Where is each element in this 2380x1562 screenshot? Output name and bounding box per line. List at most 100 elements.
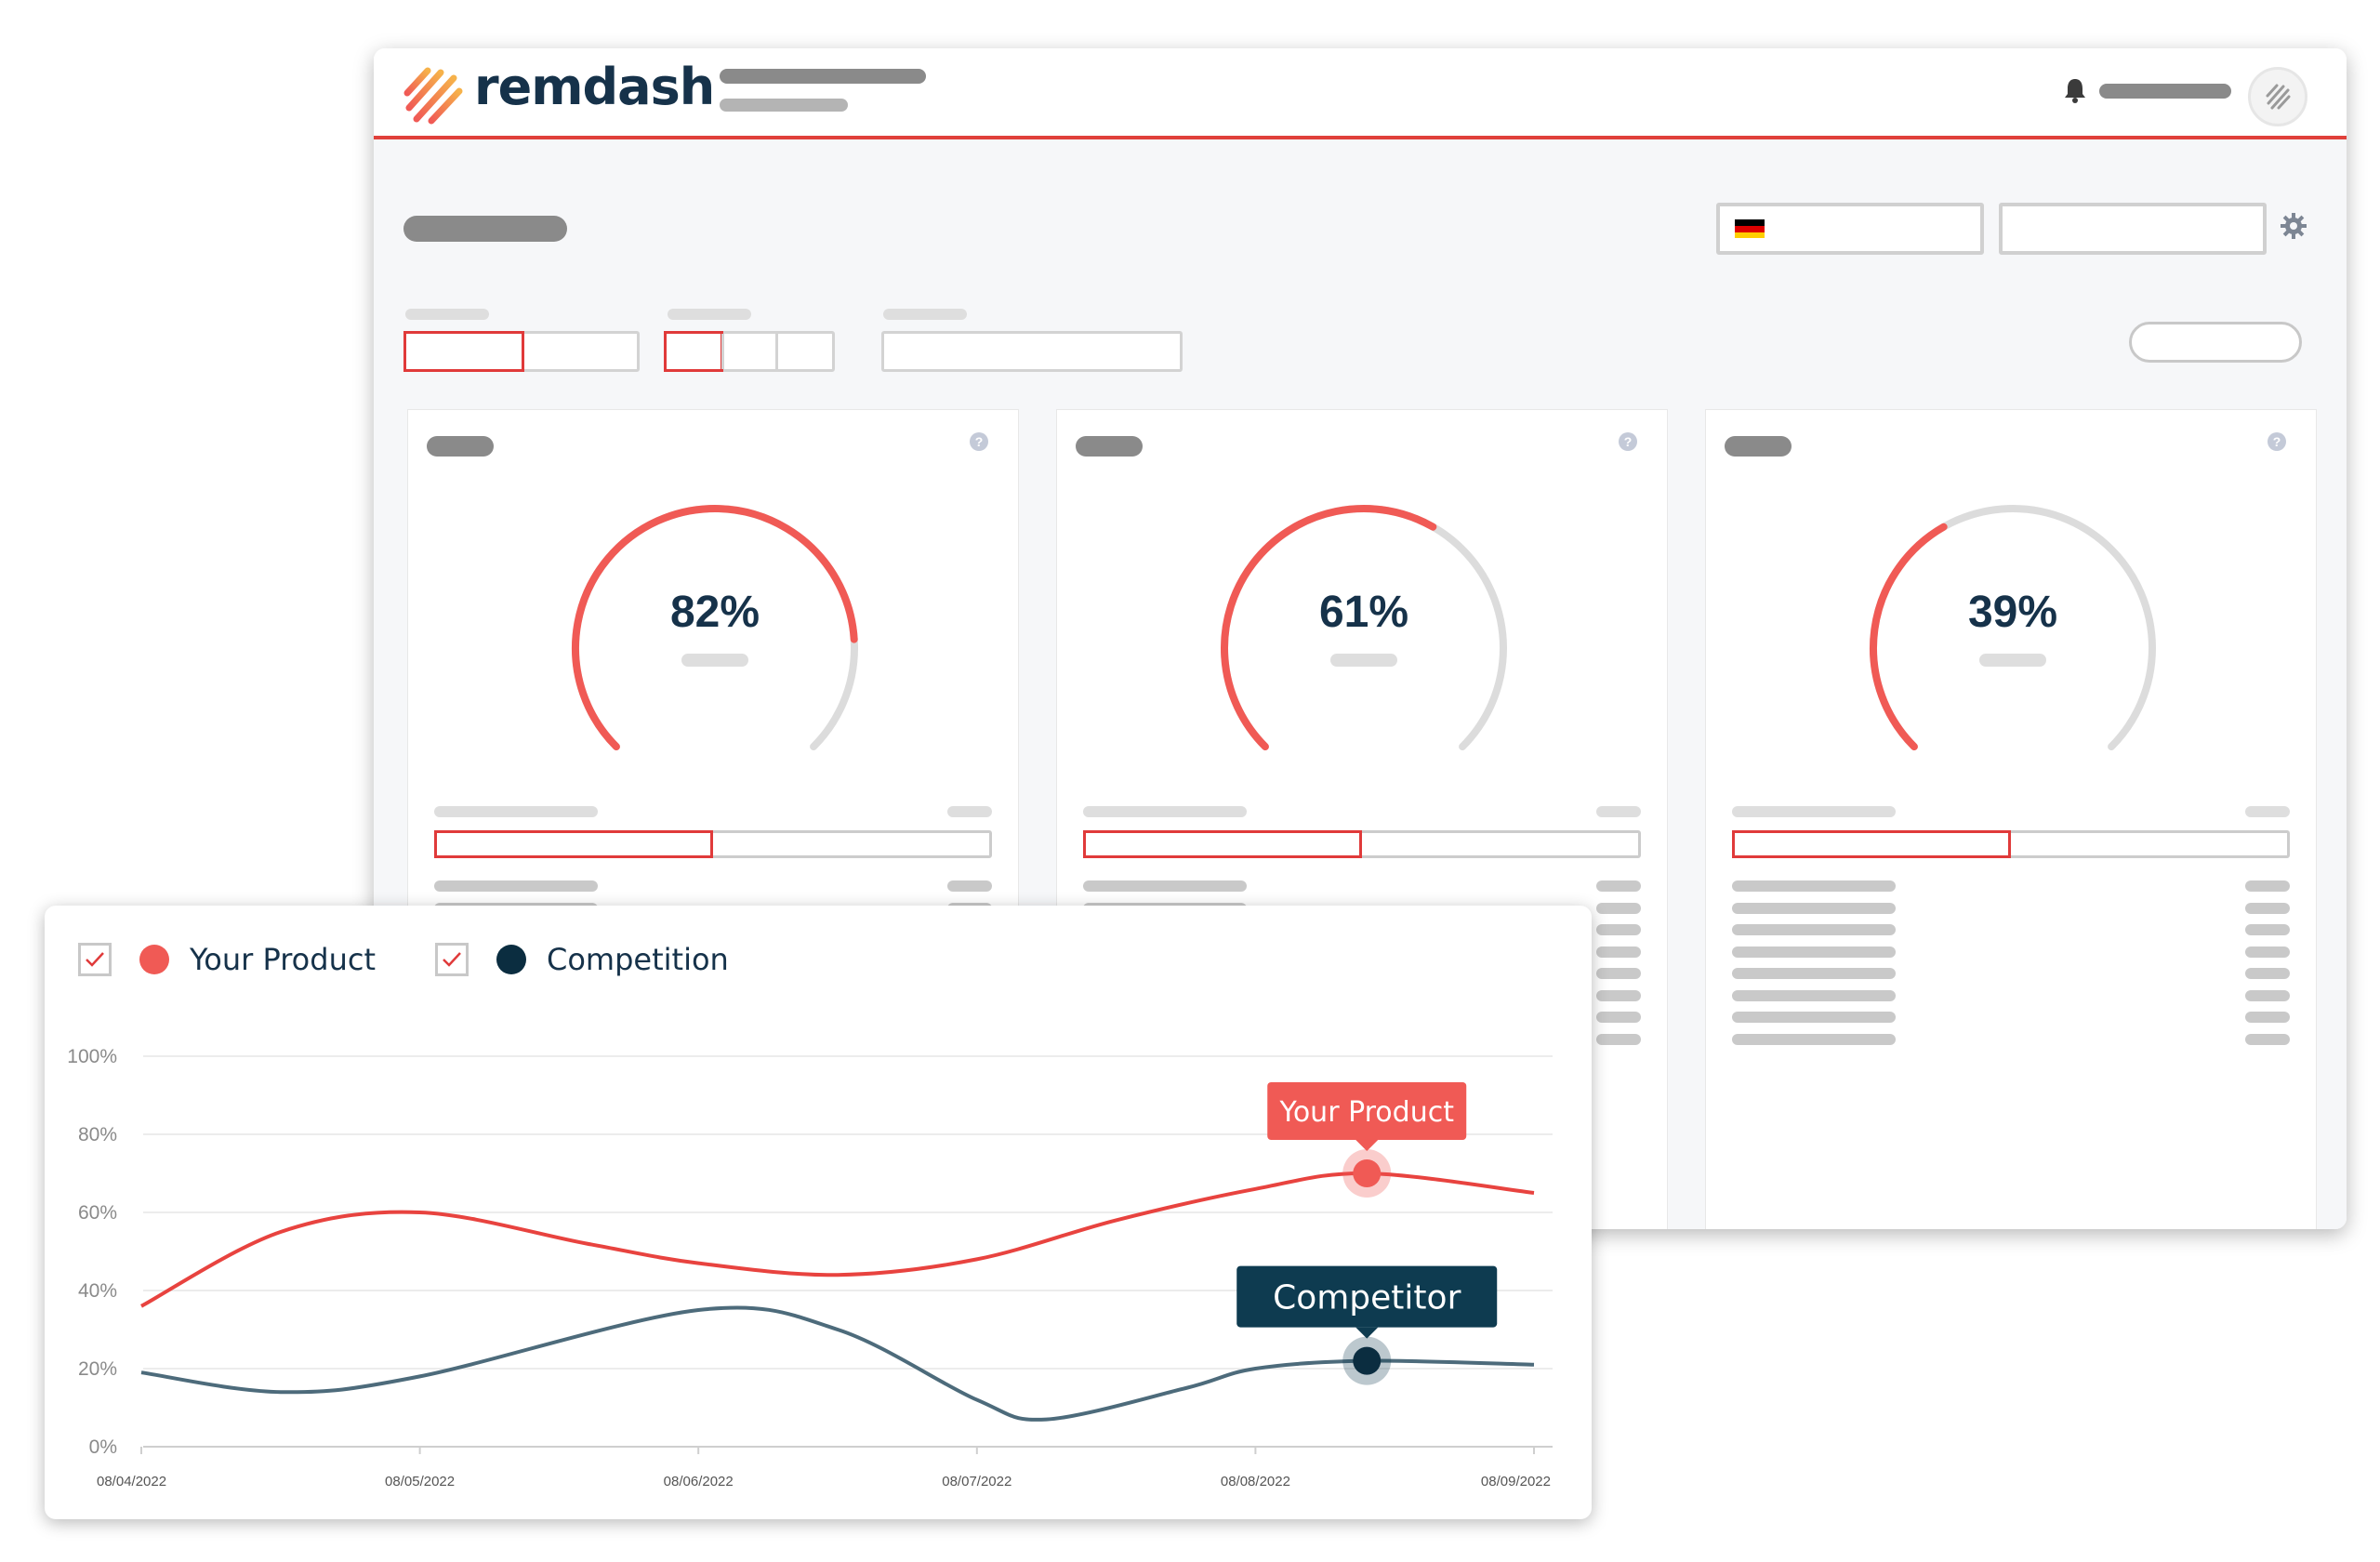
tooltip-label: Your Product <box>1278 1096 1454 1129</box>
row-value-placeholder <box>1596 880 1641 892</box>
checkbox-competition[interactable] <box>435 943 469 976</box>
row-value-placeholder <box>1596 806 1641 817</box>
point-your-product[interactable] <box>1353 1159 1382 1187</box>
y-tick-label: 40% <box>78 1280 117 1302</box>
row-value-placeholder <box>1596 924 1641 935</box>
card-title-placeholder <box>1076 436 1143 457</box>
row-value-placeholder <box>947 806 992 817</box>
legend-label: Competition <box>547 942 729 977</box>
segment-active[interactable] <box>403 331 524 372</box>
row-value-placeholder <box>2245 968 2290 979</box>
row-label-placeholder <box>1732 880 1896 892</box>
x-tick-label: 08/04/2022 <box>97 1474 166 1489</box>
segment-divider <box>721 334 724 369</box>
row-value-placeholder <box>1596 902 1641 914</box>
row-label-placeholder <box>1083 880 1247 892</box>
y-tick-label: 80% <box>78 1124 117 1145</box>
country-select[interactable] <box>1716 203 1984 255</box>
point-competition[interactable] <box>1353 1346 1382 1375</box>
progress-bar-fill <box>434 830 713 858</box>
gauge-value: 39% <box>1967 588 2058 637</box>
series-line-your-product <box>140 1171 1535 1308</box>
row-label-placeholder <box>1732 924 1896 935</box>
y-tick-label: 60% <box>78 1202 117 1224</box>
row-label-placeholder <box>1083 806 1247 817</box>
row-label-placeholder <box>1732 1033 1896 1045</box>
checkbox-your-product[interactable] <box>78 943 112 976</box>
card-title-placeholder <box>1725 436 1792 457</box>
row-label-placeholder <box>1732 1012 1896 1023</box>
x-tick-label: 08/09/2022 <box>1481 1474 1551 1489</box>
x-tick-label: 08/07/2022 <box>942 1474 1012 1489</box>
row-label-placeholder <box>1732 989 1896 1001</box>
gauge-value: 61% <box>1318 588 1409 637</box>
germany-flag-icon <box>1735 219 1765 238</box>
row-label-placeholder <box>1732 968 1896 979</box>
row-label-placeholder <box>434 880 598 892</box>
progress-bar <box>434 830 992 858</box>
gauge <box>1221 505 1507 751</box>
action-button[interactable] <box>2129 322 2302 363</box>
checkmark-icon <box>443 952 461 967</box>
gauge-arc <box>572 505 858 751</box>
gauge-value: 82% <box>669 588 760 637</box>
app-header: remdash <box>374 48 2347 139</box>
row-value-placeholder <box>1596 968 1641 979</box>
section-title-placeholder <box>403 216 567 242</box>
line-chart: 0% 20% 40% 60% 80% 100% 08/04/2022 08/05/2022 08… <box>67 1046 1553 1489</box>
y-tick-label: 100% <box>67 1046 117 1067</box>
segmented-control-2[interactable] <box>664 331 835 372</box>
legend-item-competition[interactable]: Competition <box>435 939 729 980</box>
help-icon[interactable]: ? <box>2268 432 2286 451</box>
gauge <box>572 505 858 751</box>
x-tick-label: 08/06/2022 <box>664 1474 734 1489</box>
row-value-placeholder <box>2245 1012 2290 1023</box>
filter-label-placeholder <box>668 309 751 320</box>
chart-card: Your Product Competition 0% 20% 40% 60% 80% 1… <box>45 906 1592 1519</box>
gear-icon[interactable] <box>2280 212 2307 240</box>
gauge-caption-placeholder <box>1330 654 1397 667</box>
y-tick-label: 20% <box>78 1358 117 1380</box>
row-value-placeholder <box>1596 1012 1641 1023</box>
legend-item-your-product[interactable]: Your Product <box>78 939 376 980</box>
row-value-placeholder <box>2245 1033 2290 1045</box>
filter-input[interactable] <box>881 331 1183 372</box>
progress-bar-fill <box>1083 830 1362 858</box>
legend-label: Your Product <box>190 942 376 977</box>
row-value-placeholder <box>1596 989 1641 1001</box>
gauge-caption-placeholder <box>681 654 748 667</box>
filter-label-placeholder <box>883 309 967 320</box>
x-tick-label: 08/05/2022 <box>385 1474 455 1489</box>
row-label-placeholder <box>434 806 598 817</box>
row-value-placeholder <box>2245 946 2290 958</box>
gauge-arc <box>1221 505 1437 751</box>
checkmark-icon <box>86 952 104 967</box>
avatar-icon[interactable] <box>2248 67 2307 126</box>
metric-card-3: ? 39% <box>1705 409 2317 1229</box>
username-placeholder[interactable] <box>2099 84 2231 99</box>
x-tick-label: 08/08/2022 <box>1221 1474 1290 1489</box>
app-name: remdash <box>474 58 715 116</box>
secondary-select[interactable] <box>1999 203 2267 255</box>
your-product-color-dot <box>139 945 169 974</box>
filter-label-placeholder <box>405 309 489 320</box>
page-subheading-placeholder <box>720 99 848 112</box>
help-icon[interactable]: ? <box>1619 432 1637 451</box>
segment-active[interactable] <box>664 331 723 372</box>
segmented-control-1[interactable] <box>403 331 640 372</box>
series-line-competition <box>140 1305 1535 1422</box>
bell-icon[interactable] <box>2063 76 2087 104</box>
gauge-arc <box>1870 523 1948 751</box>
row-value-placeholder <box>947 880 992 892</box>
logo-icon <box>403 67 463 125</box>
row-value-placeholder <box>2245 880 2290 892</box>
y-tick-label: 0% <box>89 1436 117 1458</box>
row-value-placeholder <box>1596 1033 1641 1045</box>
row-value-placeholder <box>2245 924 2290 935</box>
row-label-placeholder <box>1732 902 1896 914</box>
progress-bar <box>1083 830 1641 858</box>
row-value-placeholder <box>2245 989 2290 1001</box>
help-icon[interactable]: ? <box>970 432 988 451</box>
row-value-placeholder <box>1596 946 1641 958</box>
competition-color-dot <box>496 945 526 974</box>
